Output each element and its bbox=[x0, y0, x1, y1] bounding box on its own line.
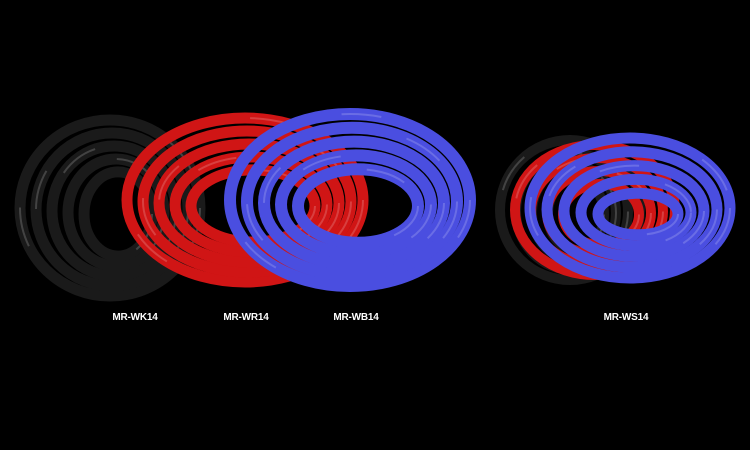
blue-wire-coil bbox=[224, 108, 476, 292]
product-label-ws14: MR-WS14 bbox=[603, 312, 649, 323]
combo-blue-coil bbox=[524, 132, 736, 284]
product-label-wb14: MR-WB14 bbox=[333, 312, 379, 323]
product-label-wk14: MR-WK14 bbox=[112, 312, 158, 323]
product-label-wr14: MR-WR14 bbox=[223, 312, 269, 323]
